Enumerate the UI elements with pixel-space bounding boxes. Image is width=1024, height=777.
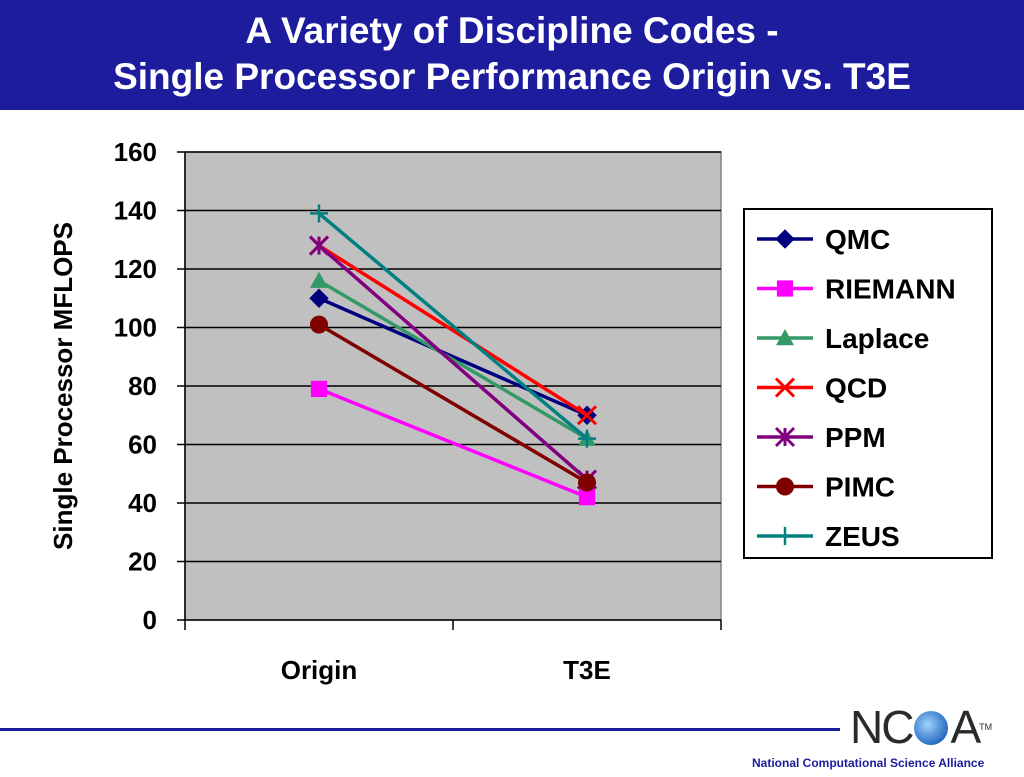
data-point-pimc	[310, 315, 328, 334]
y-tick-label: 140	[114, 196, 157, 226]
legend-marker-ppm	[774, 426, 796, 448]
series-riemann	[310, 380, 596, 506]
y-tick-label: 20	[128, 547, 157, 577]
legend-item-qmc: QMC	[757, 224, 890, 255]
legend-label-riemann: RIEMANN	[825, 274, 956, 305]
data-point-qcd	[576, 405, 598, 426]
data-point-laplace	[310, 271, 328, 288]
ncsa-logo-right: A	[950, 701, 981, 753]
data-point-qcd-stroke	[576, 405, 598, 426]
title-bar: A Variety of Discipline Codes - Single P…	[0, 0, 1024, 110]
line-chart: 0 20 40 60 80 100 120 140 160 Origin T3E Single Pro…	[48, 137, 993, 685]
ncsa-logo-left: NC	[850, 701, 914, 753]
data-point-riemann	[310, 380, 328, 398]
legend-marker-riemann	[776, 280, 794, 297]
legend-marker-qmc	[775, 229, 795, 249]
y-axis-label: Single Processor MFLOPS	[48, 222, 78, 550]
legend-label-qmc: QMC	[825, 224, 890, 255]
legend-marker-laplace	[776, 329, 794, 346]
legend-label-pimc: PIMC	[825, 472, 895, 503]
series-line-riemann	[318, 387, 588, 499]
legend: QMC RIEMANN Laplace QCD PPM PIMC ZEUS	[743, 208, 993, 559]
footer-divider	[0, 728, 840, 731]
legend-item-ppm: PPM	[757, 422, 886, 453]
legend-marker-qcd	[774, 377, 796, 398]
ncsa-logo: NC ATM	[850, 704, 992, 750]
data-point-qmc	[309, 288, 329, 308]
y-tick-label: 40	[128, 488, 157, 518]
data-point-riemann	[578, 489, 596, 506]
legend-item-riemann: RIEMANN	[757, 274, 956, 305]
y-tick-label: 120	[114, 254, 157, 284]
x-tick-label: Origin	[281, 655, 358, 685]
legend-marker-zeus	[776, 527, 794, 545]
page-title-line-1: A Variety of Discipline Codes -	[245, 10, 779, 51]
legend-label-laplace: Laplace	[825, 323, 929, 354]
series-line-pimc	[318, 323, 588, 485]
legend-label-ppm: PPM	[825, 422, 886, 453]
data-point-pimc	[578, 473, 596, 492]
x-tick-label: T3E	[563, 655, 611, 685]
y-tick-label: 160	[114, 137, 157, 167]
series-line-ppm	[317, 244, 589, 481]
y-tick-label: 100	[114, 313, 157, 343]
legend-item-laplace: Laplace	[757, 323, 929, 354]
legend-marker-pimc	[776, 477, 794, 496]
series-zeus	[310, 204, 596, 448]
series-line-qcd	[318, 244, 588, 417]
page-title-line-2: Single Processor Performance Origin vs. …	[113, 56, 911, 97]
organization-name: National Computational Science Alliance	[752, 756, 985, 770]
legend-marker-qcd-stroke	[774, 377, 796, 398]
legend-item-pimc: PIMC	[757, 472, 895, 503]
data-point-zeus	[578, 429, 596, 448]
legend-item-zeus: ZEUS	[757, 521, 900, 552]
series-line-qmc	[318, 296, 588, 417]
series-line-zeus	[317, 212, 589, 440]
series-pimc	[310, 315, 596, 492]
trademark-mark: TM	[979, 722, 993, 732]
y-tick-label: 80	[128, 371, 157, 401]
data-point-ppm	[308, 235, 330, 256]
series-line-laplace	[318, 279, 588, 441]
data-point-zeus	[310, 204, 328, 223]
y-tick-label: 60	[128, 430, 157, 460]
legend-box	[743, 208, 993, 559]
legend-label-zeus: ZEUS	[825, 521, 900, 552]
legend-item-qcd: QCD	[757, 373, 887, 404]
y-tick-label: 0	[143, 605, 157, 635]
globe-icon	[914, 711, 949, 745]
legend-label-qcd: QCD	[825, 373, 887, 404]
